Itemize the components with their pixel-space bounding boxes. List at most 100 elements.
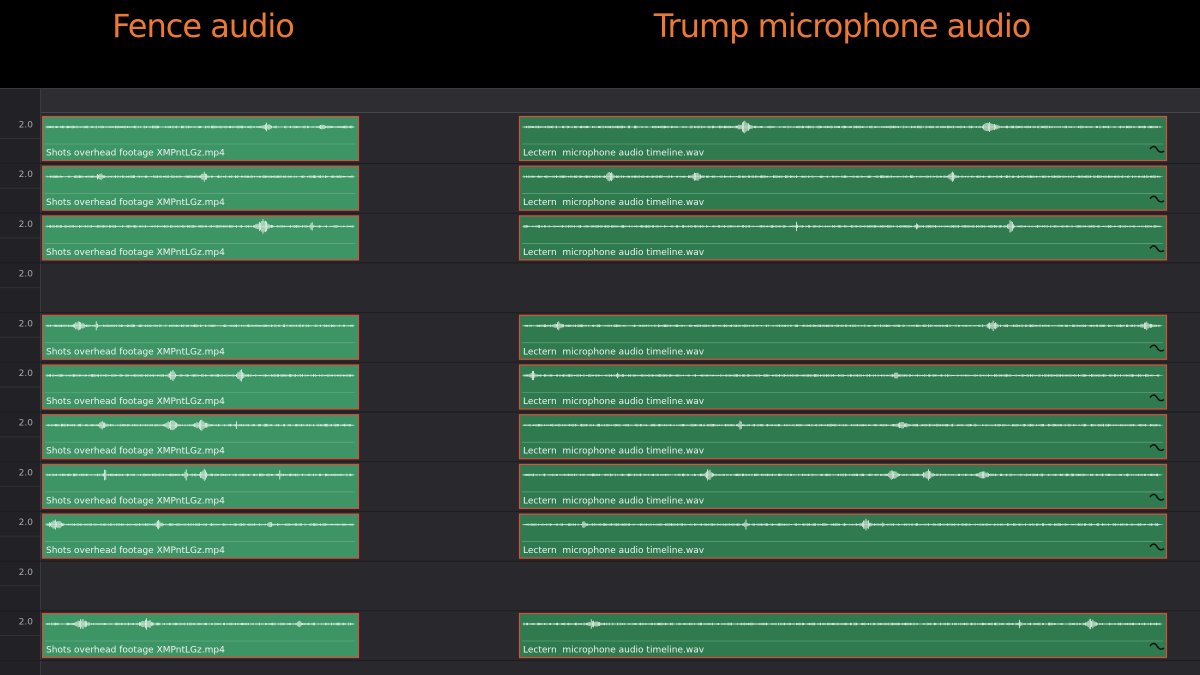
waveform	[46, 219, 354, 234]
clip-name: Lectern microphone audio timeline.wav	[523, 198, 705, 208]
clip-fade-icon	[1149, 443, 1165, 452]
audio-clip[interactable]: Shots overhead footage XMPntLGz.mp4	[41, 364, 360, 410]
audio-clip[interactable]: Lectern microphone audio timeline.wav	[518, 115, 1168, 162]
track-level: 2.0	[19, 270, 34, 280]
waveform	[46, 122, 354, 132]
track-level: 2.0	[19, 419, 34, 429]
waveform	[523, 171, 1161, 182]
track-level: 2.0	[19, 518, 34, 528]
audio-clip[interactable]: Lectern microphone audio timeline.wav	[518, 165, 1168, 211]
audio-clip[interactable]: Shots overhead footage XMPntLGz.mp4	[41, 215, 360, 261]
audio-clip[interactable]: Shots overhead footage XMPntLGz.mp4	[41, 463, 360, 509]
clip-name: Lectern microphone audio timeline.wav	[523, 248, 705, 258]
track-level: 2.0	[19, 468, 34, 478]
clip-name: Shots overhead footage XMPntLGz.mp4	[46, 546, 225, 556]
clip-name: Lectern microphone audio timeline.wav	[523, 447, 705, 457]
clip-body	[41, 612, 360, 659]
audio-clip[interactable]: Lectern microphone audio timeline.wav	[518, 612, 1168, 659]
waveform	[523, 320, 1161, 331]
clip-body	[518, 165, 1168, 211]
audio-clip[interactable]: Lectern microphone audio timeline.wav	[518, 314, 1168, 360]
ruler	[40, 88, 1200, 112]
clip-fade-icon	[1149, 145, 1165, 153]
audio-clip[interactable]: Shots overhead footage XMPntLGz.mp4	[41, 115, 360, 162]
clip-fade-icon	[1149, 245, 1165, 253]
track-level: 2.0	[19, 121, 34, 131]
waveform	[46, 468, 354, 481]
waveform	[523, 370, 1161, 381]
clip-name: Shots overhead footage XMPntLGz.mp4	[46, 347, 225, 357]
clip-fade-icon	[1149, 543, 1165, 551]
clip-name: Lectern microphone audio timeline.wav	[523, 347, 705, 357]
tracks: 2.0 Shots overhead footage XMPntLGz.mp4 Le…	[0, 115, 1200, 661]
clip-fade-icon	[1149, 195, 1165, 203]
waveform	[46, 369, 354, 382]
waveform	[46, 419, 354, 431]
clip-body	[41, 115, 360, 162]
clip-name: Lectern microphone audio timeline.wav	[523, 397, 705, 407]
audio-clip[interactable]: Shots overhead footage XMPntLGz.mp4	[41, 314, 360, 360]
clip-body	[41, 165, 360, 211]
title-band	[0, 0, 1200, 88]
waveform	[523, 420, 1161, 430]
waveform	[523, 618, 1161, 630]
audio-clip[interactable]: Shots overhead footage XMPntLGz.mp4	[41, 612, 360, 659]
clip-body	[518, 463, 1168, 509]
mic-title: Trump microphone audio	[653, 7, 1031, 45]
clip-body	[41, 513, 360, 559]
waveform	[523, 120, 1161, 134]
clip-body	[518, 215, 1168, 261]
clip-name: Shots overhead footage XMPntLGz.mp4	[46, 397, 225, 407]
clip-body	[41, 364, 360, 410]
clip-body	[518, 513, 1168, 559]
waveform	[523, 469, 1161, 481]
track-level: 2.0	[19, 170, 34, 180]
clip-body	[518, 612, 1168, 659]
waveform	[523, 518, 1161, 531]
clip-body	[41, 414, 360, 460]
audio-clip[interactable]: Lectern microphone audio timeline.wav	[518, 463, 1168, 509]
clip-body	[41, 463, 360, 509]
clip-name: Lectern microphone audio timeline.wav	[523, 646, 705, 656]
audio-clip[interactable]: Lectern microphone audio timeline.wav	[518, 364, 1168, 410]
waveform	[46, 321, 354, 331]
audio-clip[interactable]: Lectern microphone audio timeline.wav	[518, 513, 1168, 559]
clip-fade-icon	[1149, 493, 1165, 501]
audio-clip[interactable]: Shots overhead footage XMPntLGz.mp4	[41, 414, 360, 460]
clip-name: Shots overhead footage XMPntLGz.mp4	[46, 646, 225, 656]
clip-name: Lectern microphone audio timeline.wav	[523, 149, 705, 159]
track-level: 2.0	[19, 220, 34, 230]
clip-name: Lectern microphone audio timeline.wav	[523, 546, 705, 556]
track-level: 2.0	[19, 618, 34, 628]
clip-body	[41, 314, 360, 360]
waveform	[46, 618, 354, 630]
clip-name: Shots overhead footage XMPntLGz.mp4	[46, 447, 225, 457]
clip-body	[41, 215, 360, 261]
track-level: 2.0	[19, 369, 34, 379]
waveform	[46, 519, 354, 530]
clip-body	[518, 115, 1168, 162]
clip-name: Shots overhead footage XMPntLGz.mp4	[46, 149, 225, 159]
audio-clip[interactable]: Shots overhead footage XMPntLGz.mp4	[41, 165, 360, 211]
waveform	[523, 220, 1161, 233]
clip-body	[518, 364, 1168, 410]
clip-body	[518, 314, 1168, 360]
track-level: 2.0	[19, 319, 34, 329]
track-header-column	[0, 88, 40, 675]
audio-clip[interactable]: Lectern microphone audio timeline.wav	[518, 215, 1168, 261]
clip-fade-icon	[1149, 642, 1165, 650]
clip-name: Shots overhead footage XMPntLGz.mp4	[46, 198, 225, 208]
clip-name: Lectern microphone audio timeline.wav	[523, 496, 705, 506]
waveform	[46, 171, 354, 182]
clip-fade-icon	[1149, 394, 1165, 402]
clip-fade-icon	[1149, 344, 1165, 352]
audio-clip[interactable]: Shots overhead footage XMPntLGz.mp4	[41, 513, 360, 559]
clip-name: Shots overhead footage XMPntLGz.mp4	[46, 496, 225, 506]
track-level: 2.0	[19, 568, 34, 578]
fence-title: Fence audio	[112, 7, 294, 45]
audio-clip[interactable]: Lectern microphone audio timeline.wav	[518, 414, 1168, 460]
clip-body	[518, 414, 1168, 460]
clip-name: Shots overhead footage XMPntLGz.mp4	[46, 248, 225, 258]
